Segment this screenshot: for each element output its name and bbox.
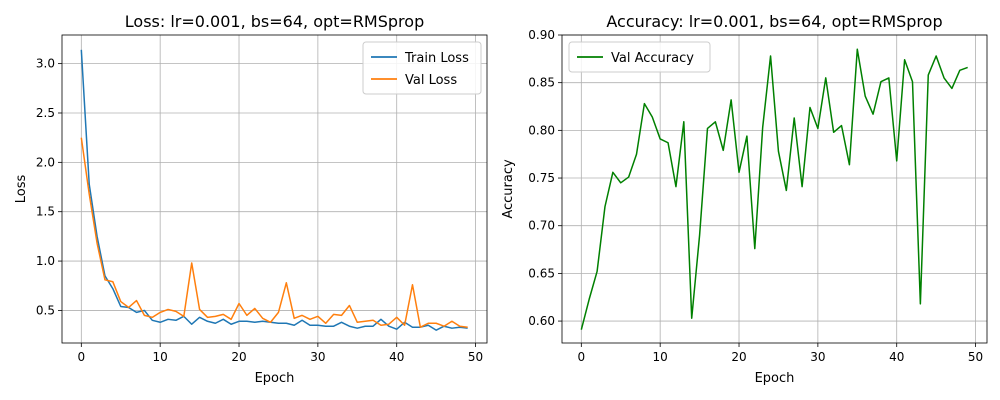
y-tick-label: 0.5 <box>36 303 55 317</box>
accuracy-chart: 0 10 20 30 40 50 0.60 0.65 0.70 0.75 0.80 0.85 0.90 A… <box>501 12 988 386</box>
legend: Train Loss Val Loss <box>362 41 482 95</box>
x-tick-label: 10 <box>653 350 668 364</box>
y-axis-label: Loss <box>14 175 29 204</box>
y-axis-label: Accuracy <box>501 159 516 219</box>
x-tick-label: 50 <box>468 350 483 364</box>
plot-frame <box>61 34 488 344</box>
legend: Val Accuracy <box>568 41 711 73</box>
y-tick-label: 0.90 <box>528 28 555 42</box>
x-tick-label: 20 <box>231 350 246 364</box>
legend-label: Val Accuracy <box>611 51 694 66</box>
y-tick-label: 0.80 <box>528 123 555 137</box>
x-tick-label: 50 <box>968 350 983 364</box>
y-tick-label: 2.0 <box>36 155 55 169</box>
chart-title: Accuracy: lr=0.001, bs=64, opt=RMSprop <box>606 12 942 31</box>
x-axis-label: Epoch <box>255 371 295 386</box>
y-tick-label: 0.65 <box>528 266 555 280</box>
plot-frame <box>561 34 988 344</box>
y-tick-label: 0.75 <box>528 171 555 185</box>
x-tick-label: 30 <box>310 350 325 364</box>
y-tick-label: 2.5 <box>36 106 55 120</box>
x-tick-label: 40 <box>389 350 404 364</box>
x-tick-label: 20 <box>731 350 746 364</box>
series-line-val-loss <box>80 137 468 328</box>
series-line-val-accuracy <box>580 48 968 330</box>
x-tick-label: 40 <box>889 350 904 364</box>
y-tick-label: 1.0 <box>36 254 55 268</box>
x-tick-label: 30 <box>810 350 825 364</box>
legend-label: Val Loss <box>405 73 457 88</box>
legend-box <box>568 41 711 73</box>
x-tick-label: 0 <box>77 350 85 364</box>
y-tick-label: 0.85 <box>528 76 555 90</box>
y-tick-label: 0.60 <box>528 314 555 328</box>
y-tick-label: 3.0 <box>36 57 55 71</box>
y-tick-label: 1.5 <box>36 205 55 219</box>
x-tick-label: 0 <box>577 350 585 364</box>
x-tick-label: 10 <box>153 350 168 364</box>
x-axis-label: Epoch <box>755 371 795 386</box>
chart-title: Loss: lr=0.001, bs=64, opt=RMSprop <box>125 12 424 31</box>
loss-chart: 0 10 20 30 40 50 0.5 1.0 1.5 2.0 2.5 3.0 Loss: lr=0.… <box>14 12 488 386</box>
y-tick-label: 0.70 <box>528 219 555 233</box>
legend-label: Train Loss <box>404 51 469 66</box>
legend-box <box>362 41 482 95</box>
